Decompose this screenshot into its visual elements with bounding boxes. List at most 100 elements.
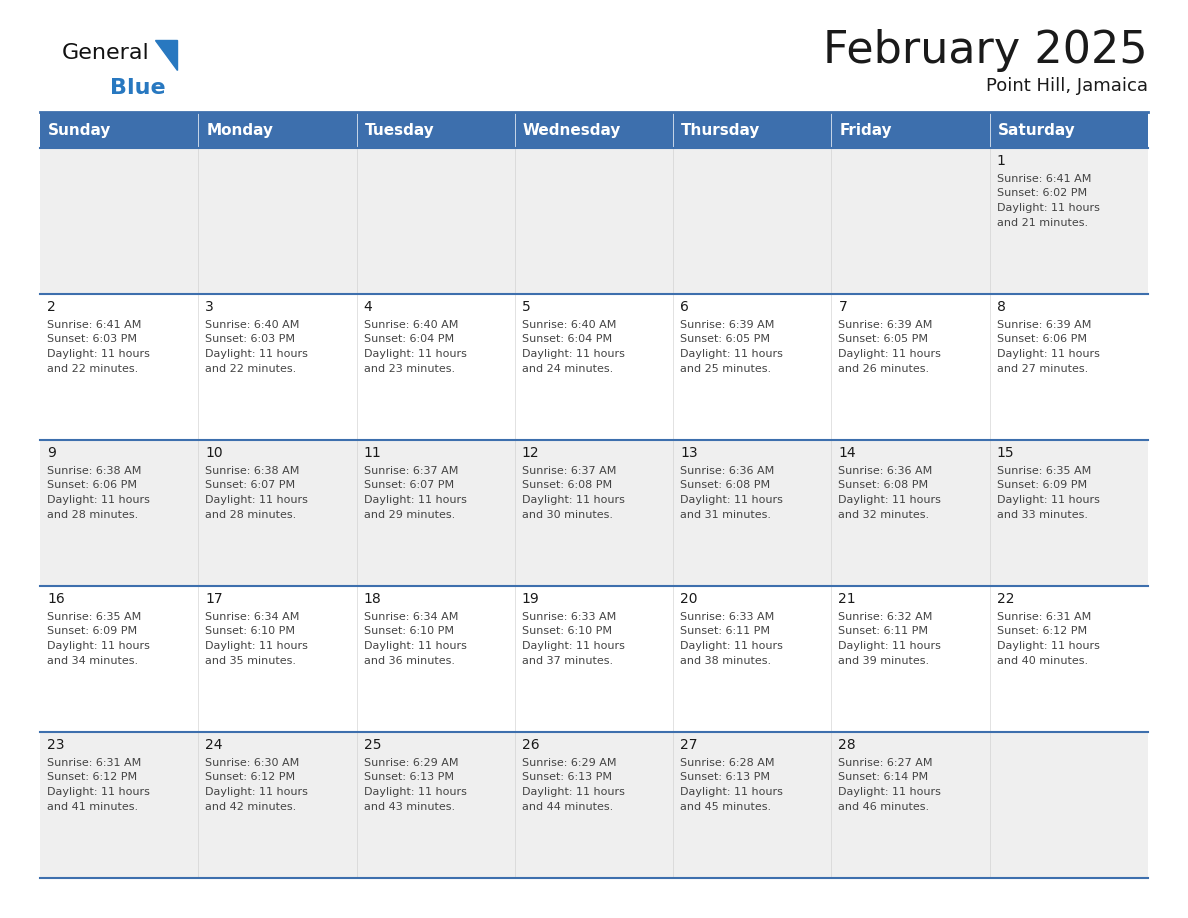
Text: Sunday: Sunday <box>48 122 112 138</box>
Text: and 30 minutes.: and 30 minutes. <box>522 509 613 520</box>
Text: Sunset: 6:11 PM: Sunset: 6:11 PM <box>681 626 770 636</box>
Polygon shape <box>154 40 177 70</box>
Text: Sunrise: 6:36 AM: Sunrise: 6:36 AM <box>681 466 775 476</box>
Text: Daylight: 11 hours: Daylight: 11 hours <box>839 349 941 359</box>
Text: 27: 27 <box>681 738 697 752</box>
Text: and 28 minutes.: and 28 minutes. <box>48 509 138 520</box>
Text: General: General <box>62 43 150 63</box>
Text: Sunset: 6:05 PM: Sunset: 6:05 PM <box>839 334 929 344</box>
Text: Daylight: 11 hours: Daylight: 11 hours <box>48 495 150 505</box>
Text: and 33 minutes.: and 33 minutes. <box>997 509 1088 520</box>
Text: 5: 5 <box>522 300 531 314</box>
Text: Sunset: 6:12 PM: Sunset: 6:12 PM <box>48 773 137 782</box>
Text: and 28 minutes.: and 28 minutes. <box>206 509 297 520</box>
Text: Sunrise: 6:27 AM: Sunrise: 6:27 AM <box>839 758 933 768</box>
Text: Sunset: 6:07 PM: Sunset: 6:07 PM <box>364 480 454 490</box>
Text: Monday: Monday <box>207 122 273 138</box>
Text: and 38 minutes.: and 38 minutes. <box>681 655 771 666</box>
Text: Sunset: 6:12 PM: Sunset: 6:12 PM <box>997 626 1087 636</box>
Text: Daylight: 11 hours: Daylight: 11 hours <box>997 641 1100 651</box>
Text: and 40 minutes.: and 40 minutes. <box>997 655 1088 666</box>
Text: Sunrise: 6:32 AM: Sunrise: 6:32 AM <box>839 612 933 622</box>
Text: Sunset: 6:13 PM: Sunset: 6:13 PM <box>364 773 454 782</box>
Text: Daylight: 11 hours: Daylight: 11 hours <box>206 641 308 651</box>
Text: Sunrise: 6:37 AM: Sunrise: 6:37 AM <box>522 466 617 476</box>
Text: Wednesday: Wednesday <box>523 122 621 138</box>
Text: Friday: Friday <box>840 122 892 138</box>
Text: Sunset: 6:10 PM: Sunset: 6:10 PM <box>522 626 612 636</box>
Bar <box>40 294 1148 440</box>
Text: Blue: Blue <box>110 78 165 98</box>
Text: Sunrise: 6:29 AM: Sunrise: 6:29 AM <box>522 758 617 768</box>
Text: Daylight: 11 hours: Daylight: 11 hours <box>364 787 467 797</box>
Text: 23: 23 <box>48 738 64 752</box>
Text: Sunrise: 6:33 AM: Sunrise: 6:33 AM <box>522 612 617 622</box>
Text: 15: 15 <box>997 446 1015 460</box>
Text: and 35 minutes.: and 35 minutes. <box>206 655 296 666</box>
Text: Sunrise: 6:34 AM: Sunrise: 6:34 AM <box>206 612 299 622</box>
Text: Daylight: 11 hours: Daylight: 11 hours <box>364 495 467 505</box>
Text: Daylight: 11 hours: Daylight: 11 hours <box>681 495 783 505</box>
Text: and 32 minutes.: and 32 minutes. <box>839 509 929 520</box>
Text: and 23 minutes.: and 23 minutes. <box>364 364 455 374</box>
Text: Sunset: 6:03 PM: Sunset: 6:03 PM <box>48 334 137 344</box>
Text: 19: 19 <box>522 592 539 606</box>
Text: and 41 minutes.: and 41 minutes. <box>48 801 138 812</box>
Text: 21: 21 <box>839 592 857 606</box>
Text: and 31 minutes.: and 31 minutes. <box>681 509 771 520</box>
Text: Daylight: 11 hours: Daylight: 11 hours <box>997 203 1100 213</box>
Text: and 29 minutes.: and 29 minutes. <box>364 509 455 520</box>
Text: Sunset: 6:14 PM: Sunset: 6:14 PM <box>839 773 929 782</box>
Text: and 25 minutes.: and 25 minutes. <box>681 364 771 374</box>
Text: 1: 1 <box>997 154 1005 168</box>
Text: Daylight: 11 hours: Daylight: 11 hours <box>48 641 150 651</box>
Text: Daylight: 11 hours: Daylight: 11 hours <box>522 349 625 359</box>
Text: 4: 4 <box>364 300 372 314</box>
Bar <box>40 440 1148 586</box>
Text: Sunset: 6:08 PM: Sunset: 6:08 PM <box>839 480 929 490</box>
Text: Daylight: 11 hours: Daylight: 11 hours <box>839 641 941 651</box>
Text: and 22 minutes.: and 22 minutes. <box>48 364 138 374</box>
Text: and 21 minutes.: and 21 minutes. <box>997 218 1088 228</box>
Text: and 39 minutes.: and 39 minutes. <box>839 655 929 666</box>
Text: 22: 22 <box>997 592 1015 606</box>
Text: Daylight: 11 hours: Daylight: 11 hours <box>206 787 308 797</box>
Bar <box>40 732 1148 878</box>
Text: Sunset: 6:06 PM: Sunset: 6:06 PM <box>48 480 137 490</box>
Text: and 37 minutes.: and 37 minutes. <box>522 655 613 666</box>
Text: and 26 minutes.: and 26 minutes. <box>839 364 929 374</box>
Text: Sunrise: 6:40 AM: Sunrise: 6:40 AM <box>206 320 299 330</box>
Text: Sunset: 6:04 PM: Sunset: 6:04 PM <box>522 334 612 344</box>
Text: Daylight: 11 hours: Daylight: 11 hours <box>522 495 625 505</box>
Text: Tuesday: Tuesday <box>365 122 435 138</box>
Text: Sunrise: 6:41 AM: Sunrise: 6:41 AM <box>997 174 1091 184</box>
Text: Sunset: 6:03 PM: Sunset: 6:03 PM <box>206 334 296 344</box>
Text: Sunrise: 6:31 AM: Sunrise: 6:31 AM <box>997 612 1091 622</box>
Text: Point Hill, Jamaica: Point Hill, Jamaica <box>986 77 1148 95</box>
Text: Sunset: 6:09 PM: Sunset: 6:09 PM <box>48 626 137 636</box>
Text: and 42 minutes.: and 42 minutes. <box>206 801 297 812</box>
Text: Daylight: 11 hours: Daylight: 11 hours <box>997 495 1100 505</box>
Text: Sunrise: 6:35 AM: Sunrise: 6:35 AM <box>997 466 1091 476</box>
Text: Sunrise: 6:31 AM: Sunrise: 6:31 AM <box>48 758 141 768</box>
Text: Daylight: 11 hours: Daylight: 11 hours <box>681 349 783 359</box>
Bar <box>40 148 1148 294</box>
Text: Sunrise: 6:35 AM: Sunrise: 6:35 AM <box>48 612 141 622</box>
Text: 11: 11 <box>364 446 381 460</box>
Text: Sunset: 6:02 PM: Sunset: 6:02 PM <box>997 188 1087 198</box>
Text: Sunset: 6:08 PM: Sunset: 6:08 PM <box>681 480 770 490</box>
Text: Sunset: 6:13 PM: Sunset: 6:13 PM <box>681 773 770 782</box>
Text: 18: 18 <box>364 592 381 606</box>
Text: February 2025: February 2025 <box>823 28 1148 72</box>
Text: Sunrise: 6:38 AM: Sunrise: 6:38 AM <box>48 466 141 476</box>
Text: Daylight: 11 hours: Daylight: 11 hours <box>48 349 150 359</box>
Text: Sunrise: 6:36 AM: Sunrise: 6:36 AM <box>839 466 933 476</box>
Text: Sunset: 6:08 PM: Sunset: 6:08 PM <box>522 480 612 490</box>
Text: Sunset: 6:11 PM: Sunset: 6:11 PM <box>839 626 929 636</box>
Text: Daylight: 11 hours: Daylight: 11 hours <box>522 787 625 797</box>
Text: Sunset: 6:12 PM: Sunset: 6:12 PM <box>206 773 296 782</box>
Text: Daylight: 11 hours: Daylight: 11 hours <box>206 349 308 359</box>
Text: Daylight: 11 hours: Daylight: 11 hours <box>206 495 308 505</box>
Text: 12: 12 <box>522 446 539 460</box>
Text: Sunset: 6:04 PM: Sunset: 6:04 PM <box>364 334 454 344</box>
